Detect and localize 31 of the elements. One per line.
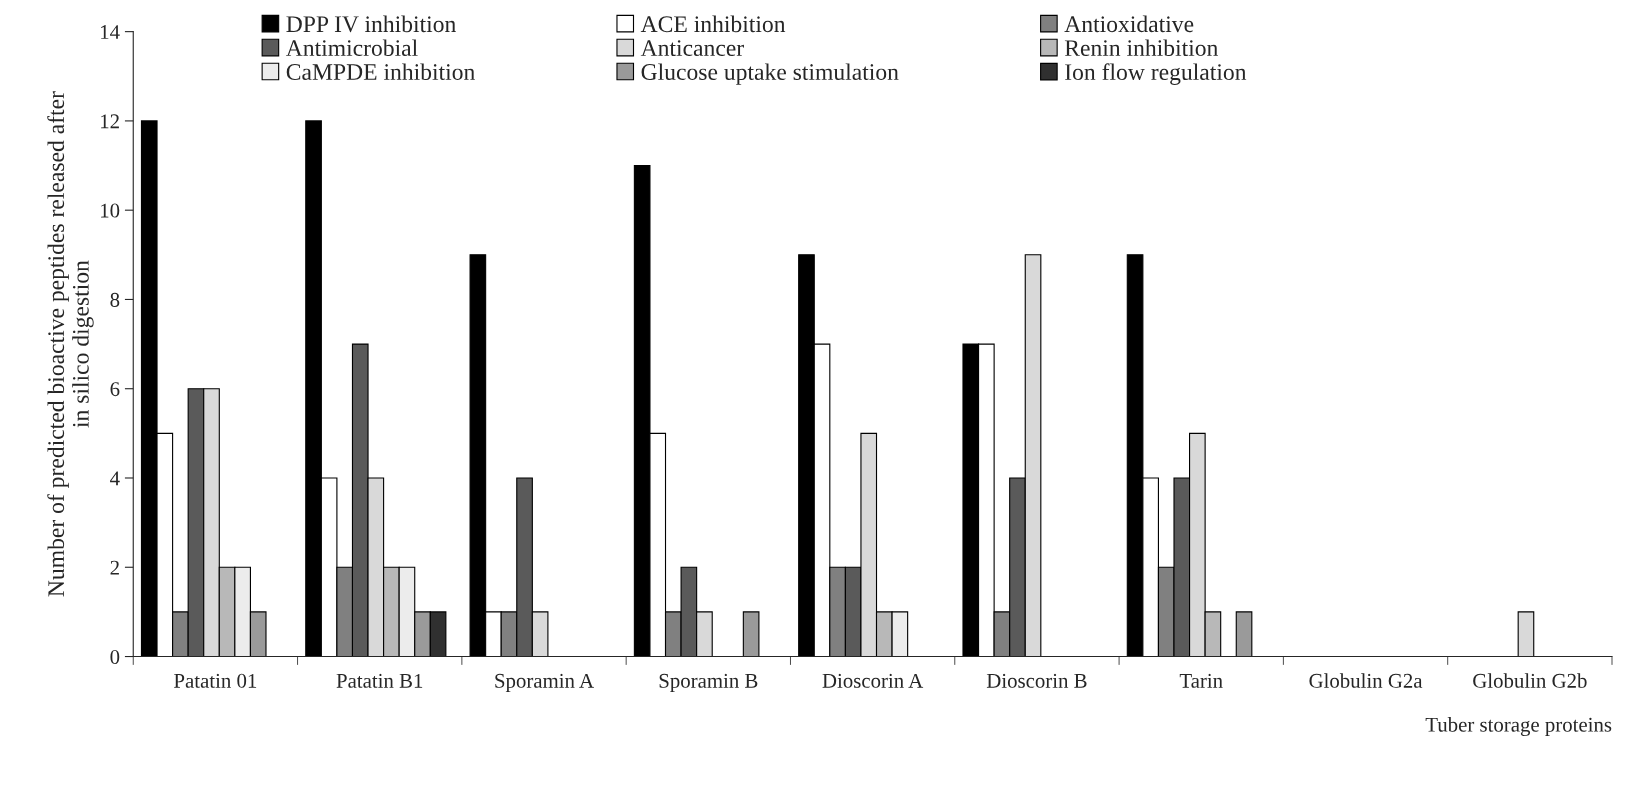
x-tick-label: Dioscorin B xyxy=(986,673,1087,688)
legend-label: ACE inhibition xyxy=(640,15,786,33)
y-tick-label: 10 xyxy=(101,203,120,218)
bar xyxy=(1235,611,1253,657)
x-tick-label: Sporamin A xyxy=(495,673,594,693)
bar xyxy=(742,611,760,657)
legend-label: Renin inhibition xyxy=(1064,39,1218,57)
bar xyxy=(1517,611,1535,657)
y-tick-label: 12 xyxy=(101,114,119,129)
legend-label: Ion flow regulation xyxy=(1065,63,1247,85)
x-tick-label: Globulin G2b xyxy=(1473,673,1587,688)
y-tick-label: 8 xyxy=(110,292,120,307)
legend-label: Glucose uptake stimulation xyxy=(641,63,899,85)
legend-label: CaMPDE inhibition xyxy=(286,63,475,80)
y-tick-label: 0 xyxy=(110,649,120,664)
y-tick-label: 6 xyxy=(110,382,120,397)
x-tick-label: Dioscorin A xyxy=(822,673,924,688)
y-tick-label: 4 xyxy=(110,471,120,486)
x-tick-label: Tarin xyxy=(1179,673,1223,688)
legend-label: Antioxidative xyxy=(1064,15,1194,33)
x-axis-title: Tuber storage proteins xyxy=(1425,717,1612,737)
y-tick-label: 2 xyxy=(110,560,119,575)
legend-label: DPP IV inhibition xyxy=(286,15,456,33)
x-tick-label: Sporamin B xyxy=(659,673,758,693)
legend-label: Anticancer xyxy=(640,40,744,57)
y-tick-label: 14 xyxy=(101,25,120,39)
x-tick-label: Patatin 01 xyxy=(174,673,257,688)
x-tick-label: Globulin G2a xyxy=(1309,673,1423,688)
y-axis-title: Number of predicted bioactive peptides released after in silico digestion xyxy=(47,91,94,597)
x-tick-label: Patatin B1 xyxy=(336,673,423,688)
legend-label: Antimicrobial xyxy=(285,39,418,57)
